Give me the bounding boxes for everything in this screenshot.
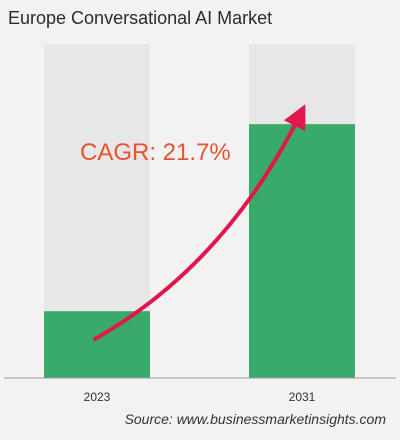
- source-note: Source: www.businessmarketinsights.com: [124, 411, 386, 427]
- x-tick-label-2023: 2023: [84, 390, 111, 404]
- x-tick-label-2031: 2031: [289, 390, 316, 404]
- chart-title: Europe Conversational AI Market: [8, 8, 273, 28]
- bar-2023: [44, 311, 150, 378]
- cagr-annotation: CAGR: 21.7%: [80, 139, 231, 166]
- bar-2031: [249, 124, 355, 378]
- growth-arrow: [93, 104, 306, 341]
